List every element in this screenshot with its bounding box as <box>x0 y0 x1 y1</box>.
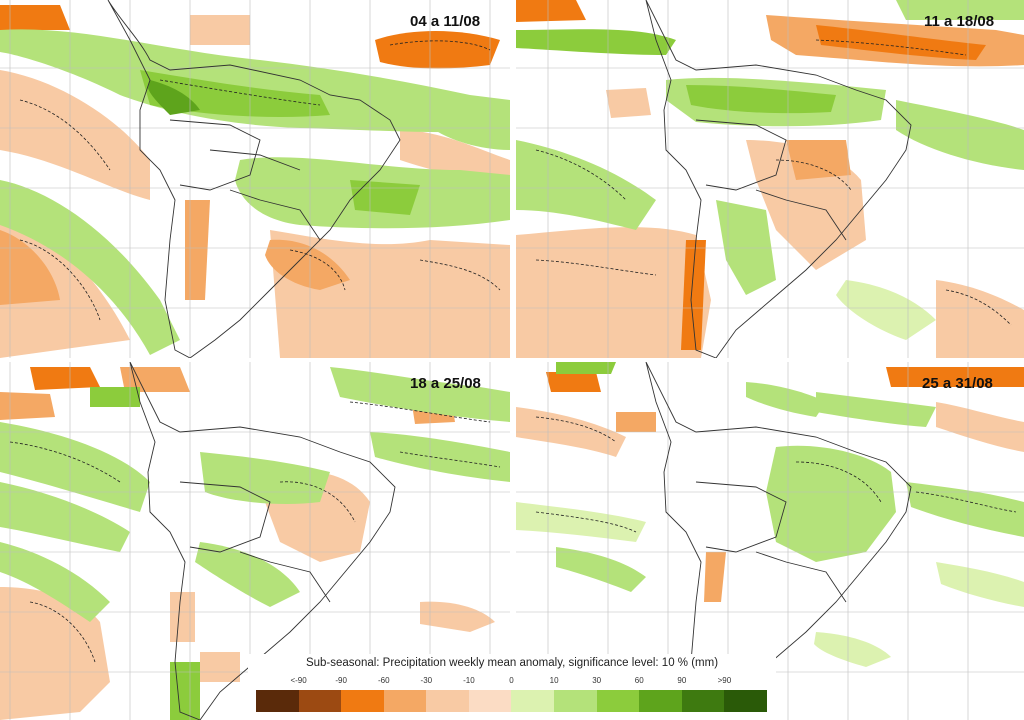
panel-title-week-1: 04 a 11/08 <box>410 13 481 30</box>
legend-bin-10 <box>681 690 725 712</box>
legend-bin-5 <box>468 690 512 712</box>
map-week-2 <box>516 0 1024 358</box>
significance-contours <box>535 39 1012 326</box>
map-panel-week-1: 04 a 11/08 <box>0 0 510 358</box>
legend-color-bar <box>256 690 767 712</box>
legend-bin-8 <box>596 690 640 712</box>
dry-anomaly-areas <box>516 0 1024 358</box>
color-legend: Sub-seasonal: Precipitation weekly mean … <box>248 654 776 720</box>
legend-tick-label: -30 <box>420 676 433 685</box>
panel-title-week-2: 11 a 18/08 <box>924 13 995 30</box>
wet-anomaly-areas <box>0 29 510 355</box>
map-week-1 <box>0 0 510 358</box>
legend-tick-label: 60 <box>634 676 644 685</box>
legend-bin-4 <box>426 690 469 712</box>
legend-tick-label: 90 <box>677 676 687 685</box>
legend-tick-label: -60 <box>377 676 390 685</box>
map-week-4 <box>516 362 1024 720</box>
continent-outline <box>645 362 912 720</box>
legend-bin-9 <box>639 690 682 712</box>
grid-lines <box>0 0 510 358</box>
continent-outline <box>107 0 401 358</box>
legend-bin-0 <box>256 690 299 712</box>
panel-title-week-3: 18 a 25/08 <box>410 375 481 392</box>
wet-anomaly-areas <box>516 0 1024 340</box>
legend-bin-6 <box>511 690 555 712</box>
legend-tick-label: >90 <box>717 676 732 685</box>
map-week-3 <box>0 362 510 720</box>
significance-contours <box>535 416 1017 533</box>
legend-bin-1 <box>298 690 342 712</box>
grid-lines <box>516 0 1024 358</box>
legend-tick-label: -90 <box>335 676 347 685</box>
map-panel-week-2: 11 a 18/08 <box>516 0 1024 358</box>
wet-anomaly-areas <box>0 367 510 720</box>
legend-bin-2 <box>341 690 384 712</box>
continent-outline <box>645 0 912 358</box>
legend-tick-label: 30 <box>592 676 602 685</box>
legend-tick-label: 0 <box>509 676 514 685</box>
legend-title: Sub-seasonal: Precipitation weekly mean … <box>305 657 719 669</box>
continent-outline <box>129 362 396 720</box>
legend-bin-11 <box>724 690 767 712</box>
legend-tick-label: -10 <box>463 676 475 685</box>
legend-bin-3 <box>383 690 427 712</box>
significance-contours <box>9 401 501 663</box>
legend-tick-label: <-90 <box>290 676 307 685</box>
legend-bin-7 <box>554 690 597 712</box>
legend-tick-label: 10 <box>549 676 559 685</box>
significance-contours <box>19 40 501 321</box>
wet-anomaly-areas <box>516 362 1024 667</box>
panel-title-week-4: 25 a 31/08 <box>922 375 993 392</box>
